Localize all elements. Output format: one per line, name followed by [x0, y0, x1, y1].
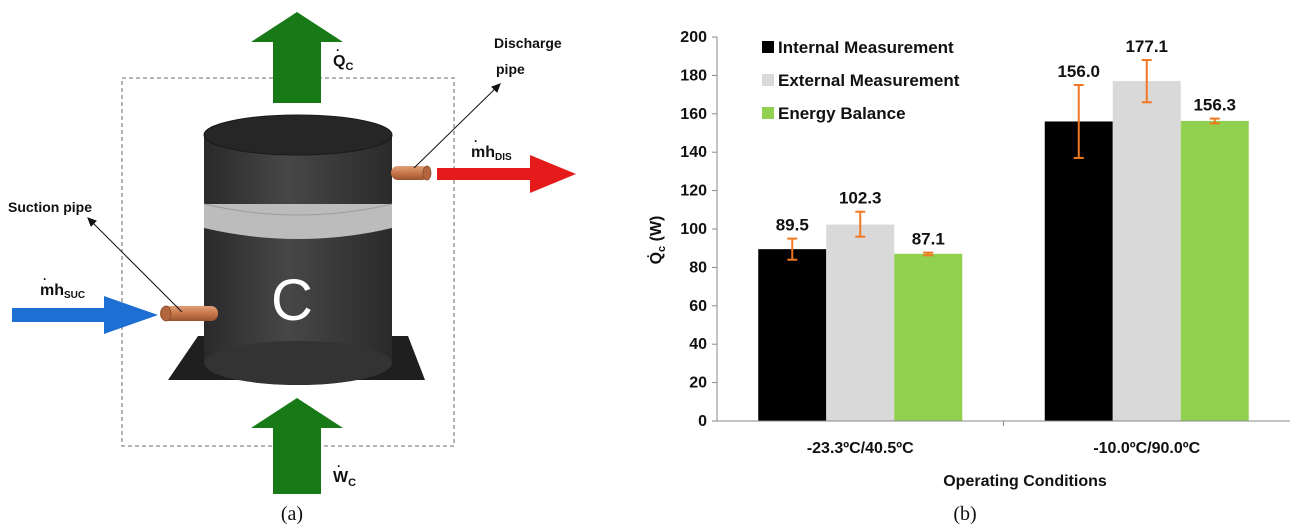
- discharge-flow-dot: .: [474, 131, 477, 145]
- legend-label: Energy Balance: [778, 104, 906, 123]
- panel-a-diagram: C QC . WC . Discharge: [8, 12, 576, 525]
- bar-value-label: 156.3: [1193, 96, 1236, 115]
- suction-pipe: [160, 305, 218, 322]
- y-tick-label: 140: [680, 144, 707, 161]
- compressor-shell: [203, 114, 393, 385]
- panel-b-chart: 0 20 40 60 80 100 120 140 160 180 200 89.5 102.3 87.…: [638, 29, 1290, 525]
- bar: [894, 253, 963, 421]
- heat-rejection-label: QC: [333, 53, 353, 73]
- discharge-pipe-title: Discharge: [494, 35, 562, 51]
- bar: [1180, 120, 1249, 422]
- suction-flow-dot: .: [43, 269, 46, 283]
- heat-rejection-arrow: [251, 12, 343, 103]
- x-tick-label: -10.0ºC/90.0ºC: [1093, 440, 1200, 457]
- panel-b-caption: (b): [953, 503, 976, 525]
- compressor-letter: C: [271, 268, 313, 333]
- work-input-label: WC: [333, 469, 356, 489]
- chart-error-bars: [787, 59, 1220, 261]
- suction-flow-label: mhSUC: [40, 282, 85, 301]
- y-tick-label: 160: [680, 106, 707, 123]
- y-axis-ticks: 0 20 40 60 80 100 120 140 160 180 200: [680, 29, 717, 430]
- y-axis-title-sub: c: [656, 246, 668, 252]
- legend-label: Internal Measurement: [778, 38, 954, 57]
- discharge-pipe-title-line2: pipe: [496, 61, 525, 77]
- y-tick-label: 40: [689, 336, 707, 353]
- y-tick-label: 120: [680, 183, 707, 200]
- bar: [758, 249, 827, 421]
- suction-flow-arrow: [12, 296, 158, 334]
- bar-value-label: 156.0: [1057, 62, 1100, 81]
- chart-bars: [758, 80, 1249, 422]
- panel-a-caption: (a): [281, 503, 303, 525]
- bar-value-label: 102.3: [839, 189, 882, 208]
- leader-lines: [87, 83, 501, 313]
- y-tick-label: 20: [689, 375, 707, 392]
- x-tick-label: -23.3ºC/40.5ºC: [807, 440, 914, 457]
- legend-swatch: [762, 74, 774, 86]
- chart-legend: Internal Measurement External Measurement…: [762, 38, 960, 123]
- bar-value-label: 87.1: [912, 230, 945, 249]
- chart-value-labels: 89.5 102.3 87.1 156.0 177.1 156.3: [776, 37, 1236, 249]
- y-tick-label: 0: [698, 413, 707, 430]
- svg-text:Qc (W): Qc (W): [648, 216, 668, 265]
- discharge-flow-label: mhDIS: [471, 144, 512, 163]
- discharge-pipe: [391, 165, 432, 181]
- discharge-flow-arrow: [437, 155, 576, 193]
- y-axis-title: Qc (W) .: [638, 216, 668, 265]
- suction-pipe-title: Suction pipe: [8, 199, 92, 215]
- y-tick-label: 80: [689, 259, 707, 276]
- work-input-arrow: [251, 398, 343, 494]
- heat-rejection-dot: .: [336, 40, 339, 54]
- bar: [1044, 121, 1113, 421]
- y-axis-title-main: Q: [648, 252, 665, 264]
- y-axis-title-unit: (W): [648, 216, 665, 246]
- y-axis-title-dot: .: [638, 255, 652, 258]
- legend-label: External Measurement: [778, 71, 960, 90]
- y-tick-label: 180: [680, 67, 707, 84]
- legend-swatch: [762, 107, 774, 119]
- y-tick-label: 100: [680, 221, 707, 238]
- bar-value-label: 89.5: [776, 216, 809, 235]
- x-axis-ticks: -23.3ºC/40.5ºC -10.0ºC/90.0ºC: [807, 421, 1201, 457]
- y-tick-label: 200: [680, 29, 707, 46]
- bar: [826, 224, 895, 421]
- y-tick-label: 60: [689, 298, 707, 315]
- bar-value-label: 177.1: [1125, 37, 1168, 56]
- work-input-dot: .: [337, 456, 340, 470]
- legend-swatch: [762, 41, 774, 53]
- bar: [1112, 80, 1181, 421]
- x-axis-title: Operating Conditions: [943, 473, 1107, 490]
